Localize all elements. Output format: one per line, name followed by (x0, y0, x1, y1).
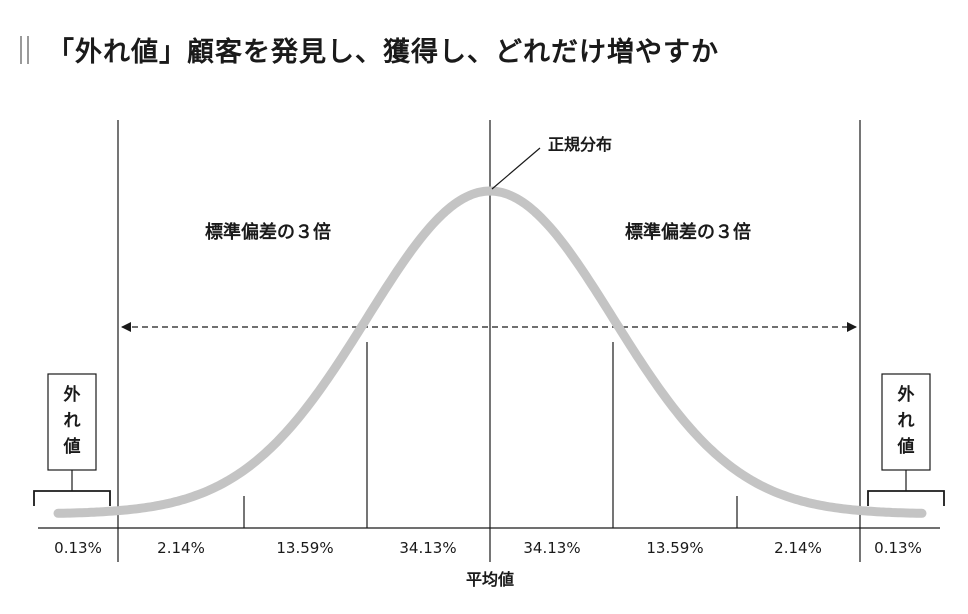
outlier-left: 外 れ 値 (33, 373, 111, 506)
segment-label: 2.14% (157, 539, 205, 557)
sd-right-label: 標準偏差の３倍 (625, 221, 751, 243)
title-decoration (20, 35, 29, 64)
page-title: 「外れ値」顧客を発見し、獲得し、どれだけ増やすか (47, 37, 719, 68)
outlier-right: 外 れ 値 (867, 373, 945, 506)
outlier-right-bracket (867, 490, 945, 506)
sd-left-label: 標準偏差の３倍 (205, 221, 331, 243)
outlier-right-char-3: 値 (897, 436, 915, 457)
mean-label: 平均値 (466, 570, 514, 589)
segment-label: 34.13% (399, 539, 456, 557)
outlier-left-char-2: れ (64, 411, 81, 431)
outlier-left-bracket (33, 490, 111, 506)
normal-curve (53, 186, 927, 518)
segment-label: 13.59% (276, 539, 333, 557)
page-header: 「外れ値」顧客を発見し、獲得し、どれだけ増やすか (20, 30, 719, 69)
segment-label: 13.59% (646, 539, 703, 557)
segment-label: 2.14% (774, 539, 822, 557)
curve-label: 正規分布 (548, 135, 612, 154)
curve-label-leader (491, 147, 541, 190)
outlier-right-char-1: 外 (898, 384, 915, 405)
outlier-right-char-2: れ (898, 411, 915, 431)
segment-label: 34.13% (523, 539, 580, 557)
segment-label: 0.13% (874, 539, 922, 557)
outlier-left-char-3: 値 (63, 436, 81, 457)
segment-label: 0.13% (54, 539, 102, 557)
outlier-left-char-1: 外 (64, 384, 81, 405)
